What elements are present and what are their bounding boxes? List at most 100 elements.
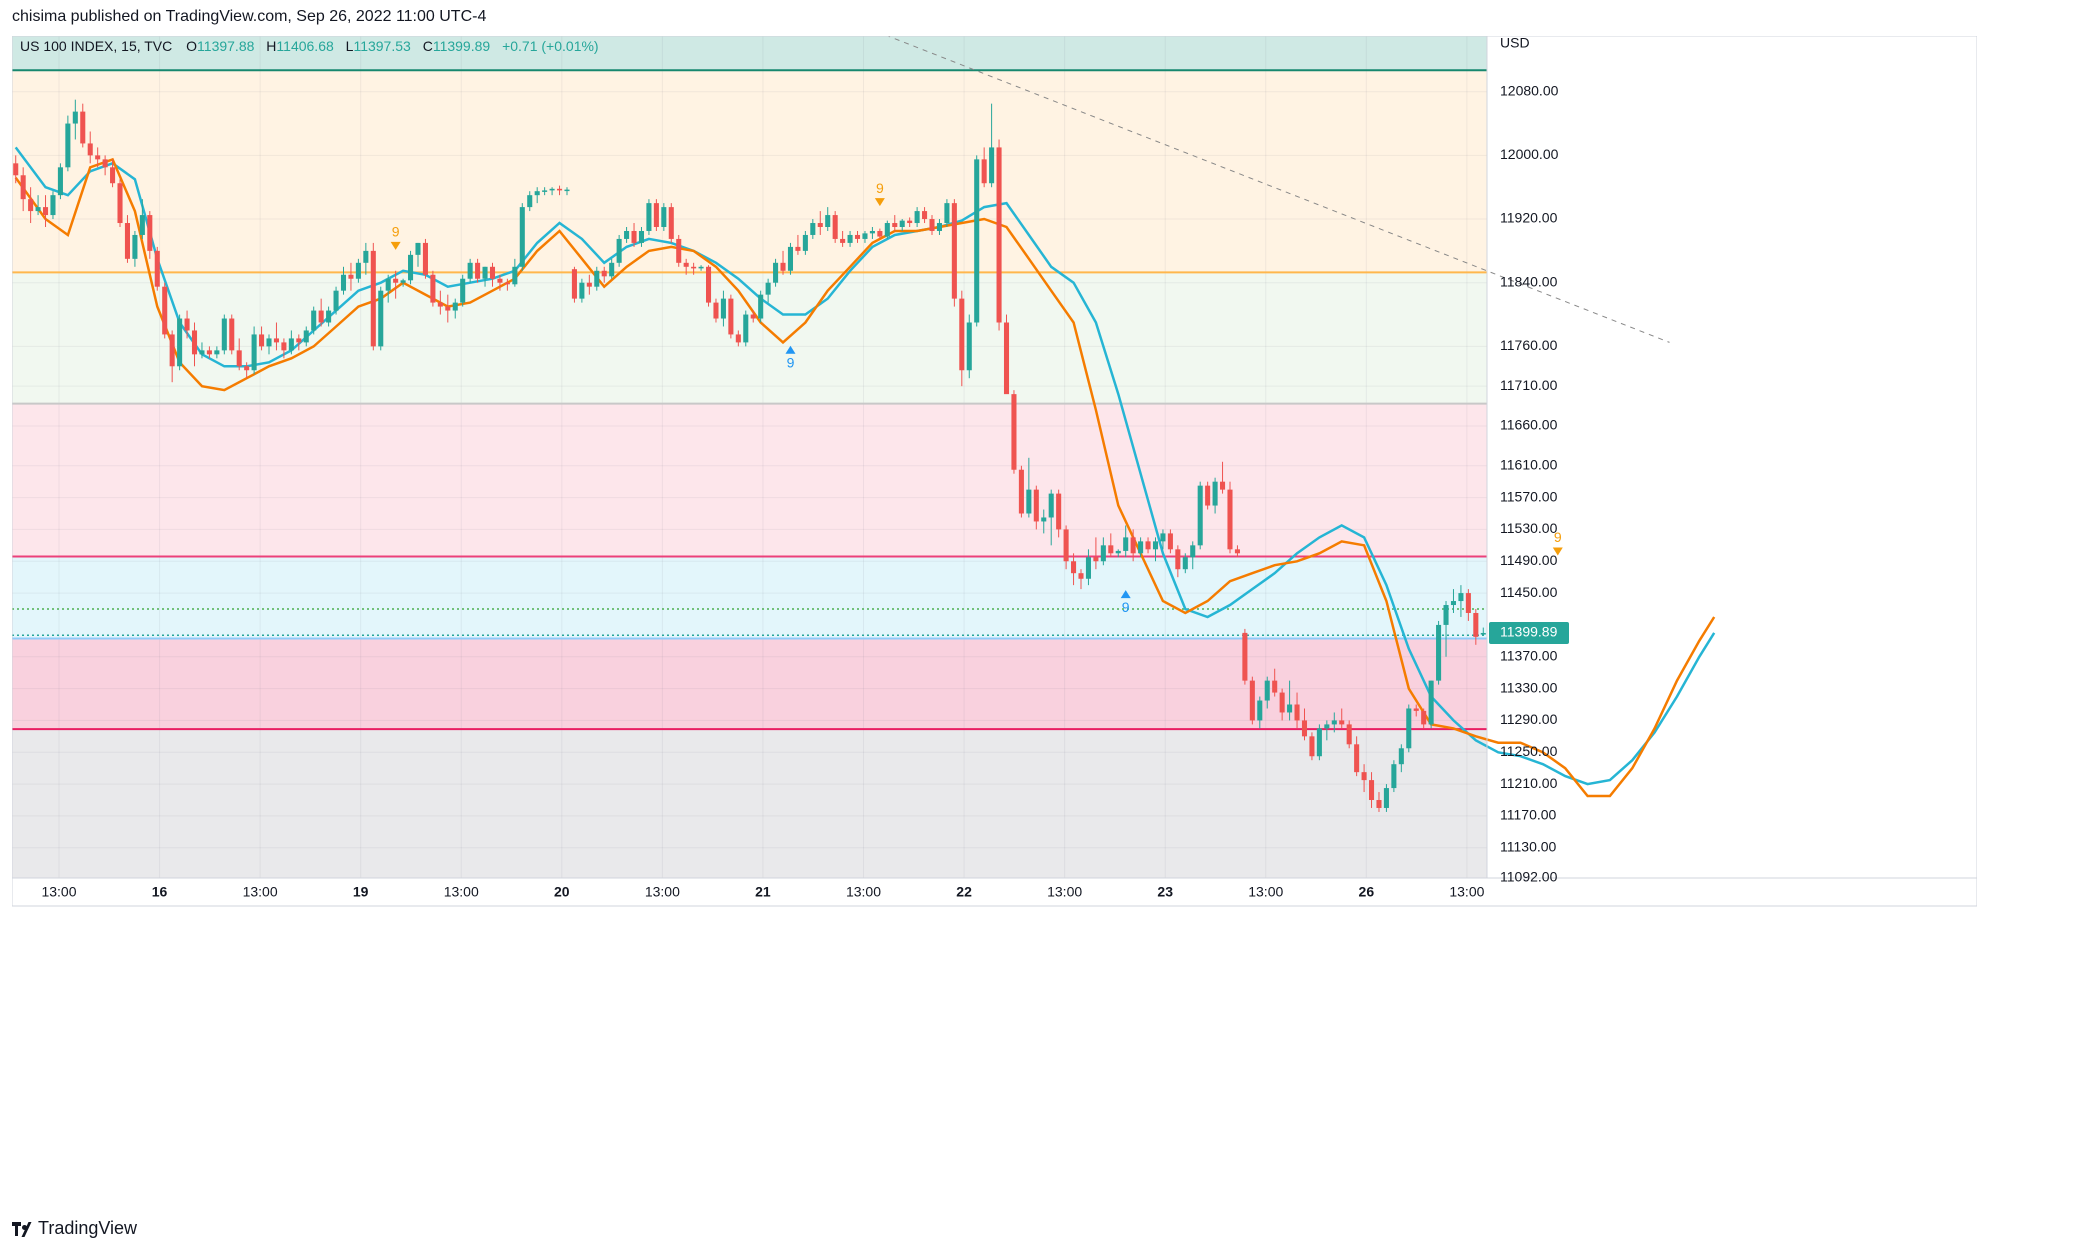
candle (1458, 585, 1464, 617)
candle-body (50, 195, 56, 216)
candle-body (415, 242, 421, 255)
price-tick-label: 11660.00 (1500, 417, 1558, 433)
candle (489, 262, 496, 287)
candles-layer (13, 99, 1486, 812)
candle-body (1071, 561, 1077, 574)
candle (579, 278, 585, 303)
candle (1376, 792, 1382, 812)
candle (177, 314, 183, 371)
candle (296, 334, 302, 351)
price-tick-label: 11570.00 (1500, 488, 1558, 504)
band-pink (12, 403, 1487, 557)
candle (244, 362, 250, 379)
time-tick-label: 13:00 (444, 884, 479, 900)
candle (117, 179, 123, 228)
candle-body (1465, 593, 1471, 613)
candle-body (1145, 541, 1151, 550)
candle-body (1398, 748, 1404, 765)
candle-body (1056, 493, 1062, 530)
candle (475, 258, 481, 283)
candle-body (1473, 612, 1479, 637)
candle-body (795, 246, 801, 251)
candle-body (452, 302, 458, 311)
candle (989, 103, 995, 188)
time-axis[interactable]: 13:00 16 13:00 19 13:00 20 13:00 21 13:00 22 13:00… (41, 884, 1484, 900)
candle-body (1279, 692, 1285, 713)
candle (460, 274, 466, 307)
candle-body (229, 318, 235, 351)
candle (1048, 489, 1054, 546)
candle (1063, 525, 1069, 570)
candle-body (102, 159, 108, 168)
band-green (12, 272, 1487, 404)
time-tick-label: 19 (353, 884, 369, 900)
candle (1190, 541, 1196, 570)
candle-body (400, 280, 406, 283)
candlestick-chart[interactable]: 9 9 9 9 9 US 100 INDEX, 15, TVC O11397.88 H1… (11, 23, 1978, 1206)
candle-body (110, 167, 116, 184)
candle (661, 203, 667, 231)
band-deep-pink (12, 638, 1487, 730)
candle-body (1391, 764, 1397, 789)
candle (869, 227, 875, 239)
change-value: +0.71 (+0.01%) (502, 38, 599, 54)
candle-body (1324, 724, 1330, 729)
candle (907, 217, 913, 228)
candle (1272, 668, 1278, 697)
td-signal-label: 9 (876, 180, 884, 196)
price-tick-label: 11250.00 (1500, 743, 1558, 759)
candle-body (430, 274, 436, 303)
candle (1115, 549, 1121, 558)
candle (1130, 529, 1136, 562)
candle (817, 211, 823, 235)
candle-body (408, 254, 414, 281)
candle-body (1413, 708, 1419, 711)
candle-body (326, 310, 332, 323)
arrow-up-icon (1120, 590, 1131, 599)
candle-body (527, 195, 533, 208)
candle-body (825, 215, 831, 228)
candle-body (1003, 322, 1010, 395)
candle (20, 167, 26, 212)
price-tick-label: 12080.00 (1500, 82, 1559, 98)
candle (944, 199, 950, 228)
candle (102, 155, 108, 176)
last-price-label: 11399.89 (1500, 624, 1558, 640)
candle (899, 219, 905, 231)
candle (1138, 537, 1144, 558)
td-signal-label: 9 (1122, 599, 1130, 615)
candle (1391, 760, 1397, 793)
candle (363, 242, 369, 275)
publisher-line: chisima published on TradingView.com, Se… (12, 8, 487, 25)
price-axis[interactable]: USD 12080.00 12000.00 11920.00 11840.00 1176… (1500, 35, 1559, 885)
candle (832, 211, 838, 243)
candle (415, 242, 421, 267)
candle (974, 155, 980, 327)
candle-body (1152, 541, 1159, 550)
candle-body (922, 211, 928, 220)
candle (1182, 553, 1188, 574)
candle-body (676, 238, 682, 263)
candle (1480, 627, 1486, 635)
candle-body (907, 220, 913, 224)
candle (124, 215, 130, 263)
chart-area[interactable]: 9 9 9 9 9 US 100 INDEX, 15, TVC O11397.88 H1… (11, 23, 1978, 1206)
candle (713, 298, 719, 323)
legend: US 100 INDEX, 15, TVC O11397.88 H11406.6… (20, 38, 599, 54)
tradingview-logo[interactable]: TradingView (12, 1218, 137, 1239)
time-tick-label: 13:00 (1047, 884, 1082, 900)
candle-body (780, 262, 786, 271)
candle (1346, 720, 1352, 749)
candle (609, 258, 615, 279)
candle-body (571, 269, 577, 299)
candle (1205, 481, 1211, 510)
candle (169, 330, 175, 383)
candle-body (1078, 573, 1084, 579)
price-tick-label: 11760.00 (1500, 337, 1558, 353)
candle-body (773, 262, 779, 283)
candle-body (393, 278, 399, 283)
candle (549, 187, 555, 196)
candle-body (370, 250, 376, 347)
svg-text:US 100 INDEX, 15, TVC: US 100 INDEX, 15, TVC O11397.88 H11406.6… (20, 38, 599, 54)
candle-body (236, 350, 242, 367)
